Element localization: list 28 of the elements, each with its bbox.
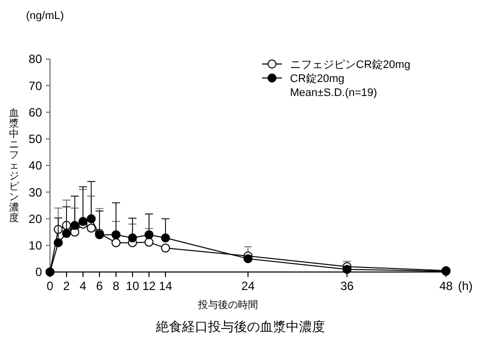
y-tick-label: 40 (28, 158, 42, 173)
y-tick-label: 30 (28, 185, 42, 200)
x-tick-label: 2 (63, 279, 70, 293)
x-tick-label: 0 (46, 279, 54, 293)
annotation: Mean±S.D.(n=19) (290, 86, 378, 99)
text: 絶食経口投与後の血漿中濃度 (155, 319, 325, 334)
x-tick-label: 10 (126, 279, 140, 293)
y-tick-label: 20 (28, 212, 42, 226)
y-tick-label: 10 (28, 238, 42, 253)
x-tick-label: 8 (112, 279, 120, 293)
x-tick-label: 6 (96, 279, 104, 293)
y-tick-label: 70 (28, 78, 42, 93)
x-tick-label: 4 (80, 279, 87, 293)
x-axis-title: 投与後の時間 (197, 299, 258, 311)
x-tick-label: 48 (439, 279, 453, 293)
legend-label: ニフェジピンCR錠20mg (290, 58, 410, 71)
x-tick-label: 24 (241, 279, 255, 293)
y-tick-label: 0 (35, 265, 42, 280)
text: (h) (458, 279, 473, 293)
legend-label: CR錠20mg (290, 72, 344, 85)
x-tick-label: 36 (340, 279, 354, 293)
y-tick-label: 80 (28, 52, 42, 66)
text: (ng/mL) (26, 10, 64, 22)
y-tick-label: 50 (28, 132, 42, 146)
text: 血漿中ニフェジピン濃度 (9, 108, 19, 224)
y-tick-label: 60 (28, 105, 42, 120)
x-tick-label: 14 (158, 279, 172, 293)
x-tick-label: 12 (142, 279, 156, 293)
